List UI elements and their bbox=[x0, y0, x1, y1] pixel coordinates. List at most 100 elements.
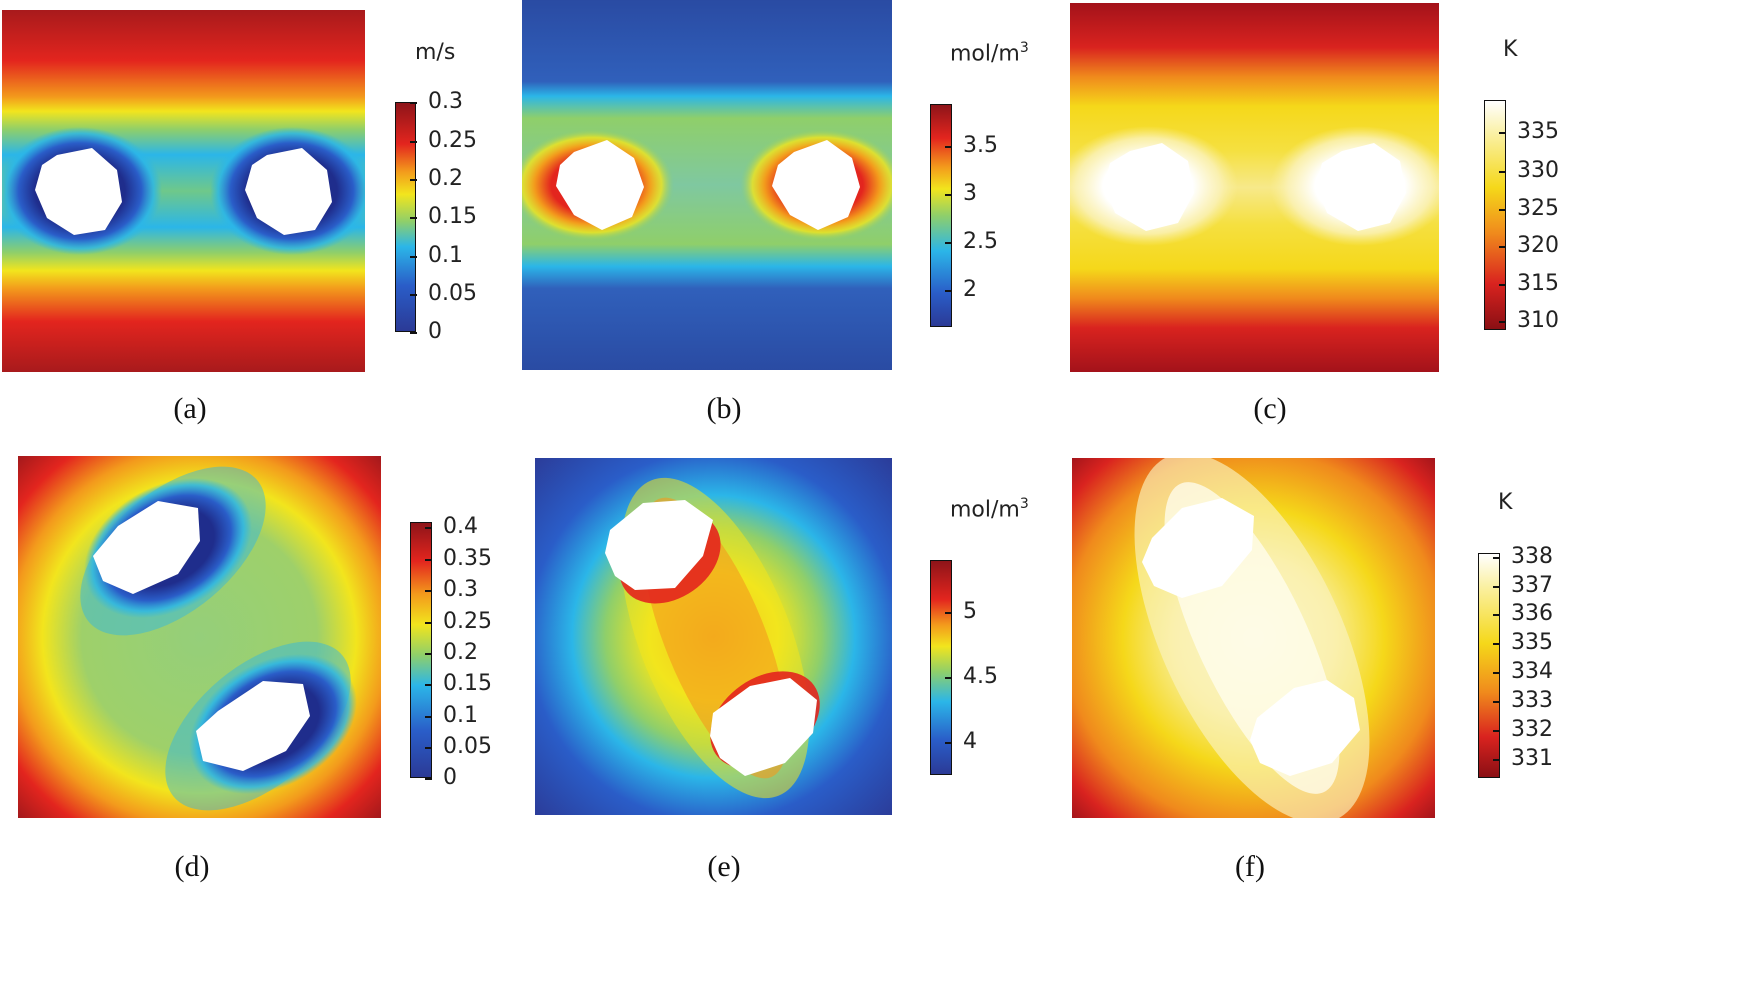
colorbar-tick-mark bbox=[1493, 701, 1500, 703]
colorbar-tick-mark bbox=[410, 217, 417, 219]
hole-left bbox=[1104, 143, 1194, 231]
colorbar-tick-label: 332 bbox=[1511, 717, 1553, 742]
colorbar-tick-mark bbox=[945, 742, 952, 744]
colorbar-tick-mark bbox=[425, 778, 432, 780]
velocity-field-plot-d bbox=[18, 456, 381, 818]
colorbar-tick-label: 0.05 bbox=[428, 281, 477, 306]
colorbar-b bbox=[930, 104, 952, 327]
colorbar-tick-mark bbox=[1493, 643, 1500, 645]
temperature-field-plot-f bbox=[1072, 458, 1435, 818]
colorbar-tick-mark bbox=[1499, 284, 1506, 286]
colorbar-tick-mark bbox=[1493, 759, 1500, 761]
panel-d-velocity-field bbox=[18, 456, 381, 818]
colorbar-tick-label: 0.2 bbox=[428, 166, 463, 191]
colorbar-tick-label: 0 bbox=[443, 765, 457, 790]
unit-label-f: K bbox=[1498, 490, 1513, 515]
panel-f-temperature-field bbox=[1072, 458, 1435, 818]
velocity-field-plot-a bbox=[2, 10, 365, 372]
unit-label-a: m/s bbox=[415, 40, 456, 65]
colorbar-tick-label: 331 bbox=[1511, 746, 1553, 771]
colorbar-tick-label: 315 bbox=[1517, 271, 1559, 296]
colorbar-f bbox=[1478, 553, 1500, 778]
colorbar-tick-label: 0.25 bbox=[428, 128, 477, 153]
colorbar-tick-mark bbox=[410, 179, 417, 181]
colorbar-tick-mark bbox=[1493, 672, 1500, 674]
colorbar-tick-mark bbox=[945, 290, 952, 292]
colorbar-tick-mark bbox=[945, 612, 952, 614]
colorbar-tick-label: 334 bbox=[1511, 659, 1553, 684]
colorbar-tick-mark bbox=[425, 590, 432, 592]
hole-upper bbox=[1142, 498, 1254, 598]
hole-lower bbox=[196, 681, 310, 771]
hole-lower bbox=[1250, 680, 1360, 776]
colorbar-tick-mark bbox=[1493, 730, 1500, 732]
colorbar-tick-label: 0.05 bbox=[443, 734, 492, 759]
colorbar-tick-label: 0.35 bbox=[443, 546, 492, 571]
hole-upper bbox=[605, 500, 713, 590]
colorbar-tick-label: 2.5 bbox=[963, 229, 998, 254]
concentration-field-plot-b bbox=[522, 0, 892, 370]
colorbar-tick-label: 2 bbox=[963, 277, 977, 302]
colorbar-tick-label: 0.1 bbox=[428, 243, 463, 268]
colorbar-tick-mark bbox=[425, 527, 432, 529]
colorbar-tick-mark bbox=[1493, 586, 1500, 588]
colorbar-tick-mark bbox=[945, 242, 952, 244]
colorbar-tick-mark bbox=[1499, 321, 1506, 323]
colorbar-tick-label: 0.2 bbox=[443, 640, 478, 665]
hole-upper bbox=[93, 501, 200, 594]
colorbar-tick-mark bbox=[425, 622, 432, 624]
colorbar-tick-label: 0.25 bbox=[443, 609, 492, 634]
panel-a-velocity-field bbox=[2, 10, 365, 372]
colorbar-e bbox=[930, 560, 952, 775]
hole-left bbox=[556, 140, 644, 230]
colorbar-tick-label: 3 bbox=[963, 181, 977, 206]
colorbar-tick-label: 0.4 bbox=[443, 514, 478, 539]
colorbar-tick-label: 325 bbox=[1517, 196, 1559, 221]
unit-label-c: K bbox=[1503, 37, 1518, 62]
colorbar-tick-mark bbox=[1499, 171, 1506, 173]
panel-b-concentration-field bbox=[522, 0, 892, 370]
colorbar-tick-mark bbox=[410, 141, 417, 143]
colorbar-tick-mark bbox=[410, 102, 417, 104]
panel-c-temperature-field bbox=[1070, 3, 1439, 372]
colorbar-tick-mark bbox=[1499, 132, 1506, 134]
colorbar-tick-label: 320 bbox=[1517, 233, 1559, 258]
caption-f: (f) bbox=[1235, 850, 1265, 883]
caption-c: (c) bbox=[1253, 392, 1287, 425]
panel-e-concentration-field bbox=[535, 458, 892, 816]
hole-left bbox=[35, 148, 122, 235]
colorbar-tick-mark bbox=[410, 332, 417, 334]
colorbar-tick-mark bbox=[425, 716, 432, 718]
colorbar-tick-mark bbox=[945, 677, 952, 679]
colorbar-tick-label: 330 bbox=[1517, 158, 1559, 183]
colorbar-tick-label: 0.3 bbox=[428, 89, 463, 114]
colorbar-d bbox=[410, 522, 432, 778]
colorbar-tick-label: 4.5 bbox=[963, 664, 998, 689]
colorbar-tick-label: 0.15 bbox=[428, 204, 477, 229]
colorbar-tick-label: 310 bbox=[1517, 308, 1559, 333]
colorbar-tick-label: 0.15 bbox=[443, 671, 492, 696]
hole-right bbox=[245, 148, 332, 235]
unit-label-b: mol/m3 bbox=[950, 40, 1029, 67]
colorbar-tick-mark bbox=[410, 294, 417, 296]
hole-right bbox=[1316, 143, 1406, 231]
colorbar-c bbox=[1484, 100, 1506, 330]
colorbar-tick-label: 0 bbox=[428, 319, 442, 344]
caption-a: (a) bbox=[173, 392, 207, 425]
colorbar-tick-label: 4 bbox=[963, 729, 977, 754]
colorbar-tick-label: 5 bbox=[963, 599, 977, 624]
concentration-field-plot-e bbox=[535, 458, 892, 815]
colorbar-tick-mark bbox=[425, 684, 432, 686]
colorbar-tick-mark bbox=[1499, 209, 1506, 211]
temperature-field-plot-c bbox=[1070, 3, 1439, 372]
colorbar-tick-label: 335 bbox=[1511, 630, 1553, 655]
colorbar-tick-mark bbox=[425, 653, 432, 655]
colorbar-tick-mark bbox=[1499, 246, 1506, 248]
colorbar-tick-mark bbox=[945, 194, 952, 196]
colorbar-tick-mark bbox=[410, 256, 417, 258]
hole-right bbox=[772, 140, 860, 230]
colorbar-tick-label: 0.1 bbox=[443, 703, 478, 728]
colorbar-tick-mark bbox=[1493, 557, 1500, 559]
colorbar-tick-label: 338 bbox=[1511, 544, 1553, 569]
colorbar-tick-mark bbox=[945, 146, 952, 148]
